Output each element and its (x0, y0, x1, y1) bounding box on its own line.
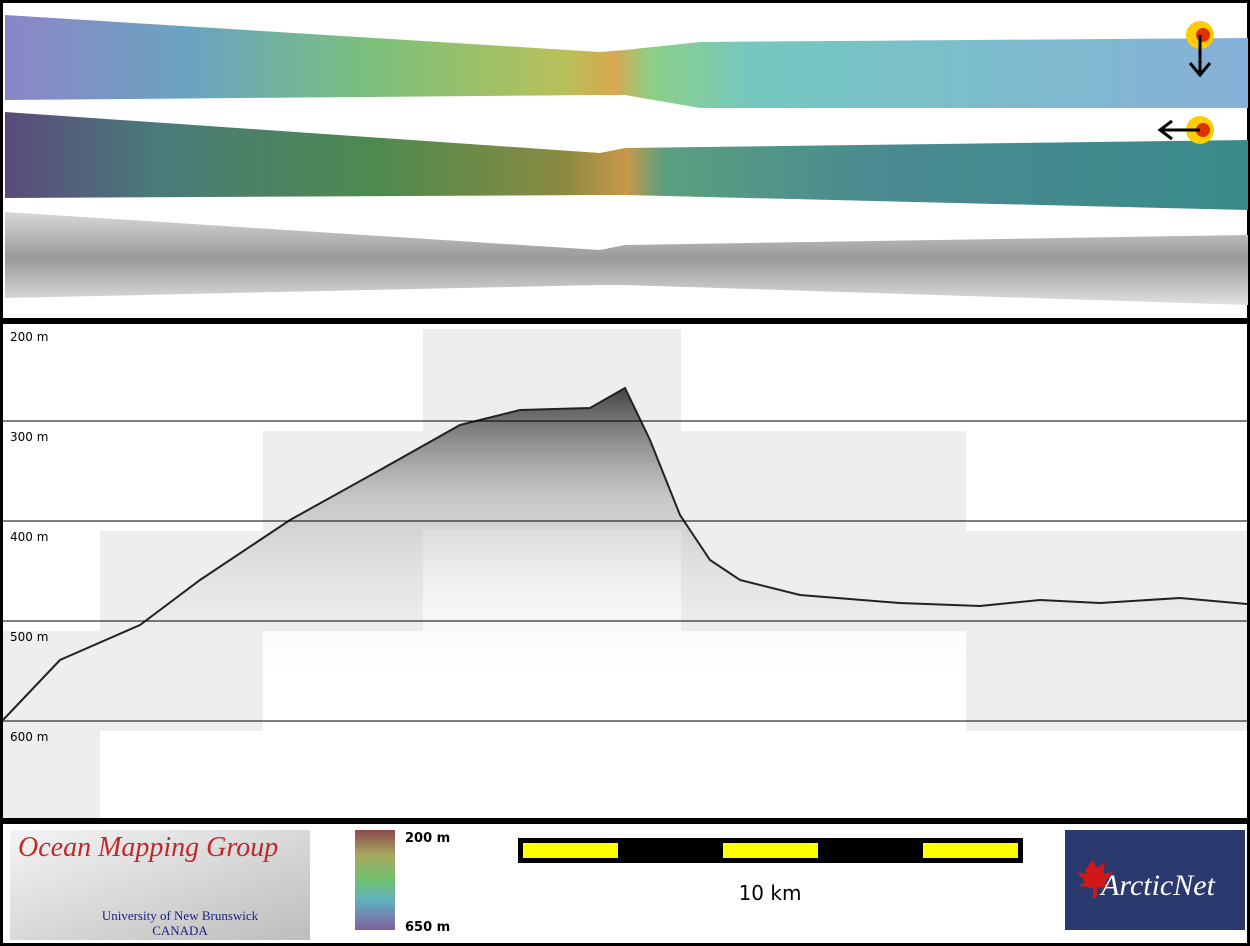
depth-label: 300 m (10, 430, 48, 444)
arcticnet-text: ArcticNet (1099, 869, 1216, 902)
sun-illuminated-swath-east (5, 112, 1248, 210)
maple-leaf (1077, 860, 1113, 898)
sub-bottom-profile (3, 388, 1247, 818)
backscatter-swath (5, 212, 1248, 305)
color-bar (355, 830, 395, 930)
omg-title: Ocean Mapping Group (18, 832, 278, 863)
depth-lines (3, 420, 1247, 722)
omg-subtitle: University of New Brunswick (102, 908, 259, 923)
color-bar-label: 650 m (405, 920, 450, 935)
depth-label: 600 m (10, 730, 48, 744)
omg-subtitle: CANADA (152, 923, 208, 938)
omg-logo (10, 830, 310, 940)
depth-label: 400 m (10, 530, 48, 544)
sun-illuminated-swath-north (5, 15, 1248, 108)
scale-segment (923, 843, 1018, 858)
scale-segment (523, 843, 618, 858)
color-bar-label: 200 m (405, 831, 450, 846)
sun-icon (1157, 116, 1214, 144)
depth-label: 500 m (10, 630, 48, 644)
scale-label: 10 km (739, 881, 802, 905)
seafloor-line (2, 386, 1248, 721)
depth-label: 200 m (10, 330, 48, 344)
sun-icon (1186, 21, 1214, 78)
scale-segment (723, 843, 818, 858)
